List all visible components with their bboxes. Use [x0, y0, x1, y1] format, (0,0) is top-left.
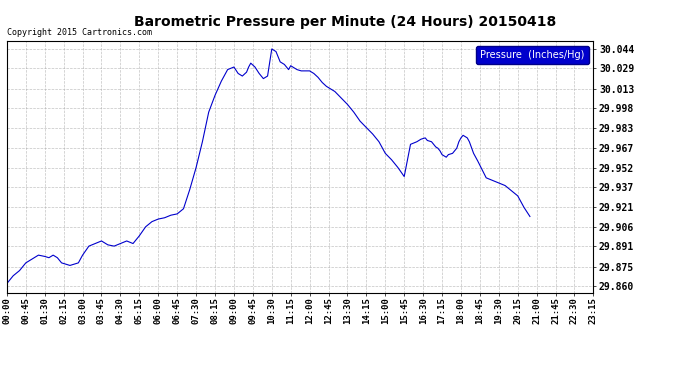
Text: Barometric Pressure per Minute (24 Hours) 20150418: Barometric Pressure per Minute (24 Hours… [134, 15, 556, 29]
Text: Copyright 2015 Cartronics.com: Copyright 2015 Cartronics.com [7, 28, 152, 37]
Legend: Pressure  (Inches/Hg): Pressure (Inches/Hg) [476, 46, 589, 64]
